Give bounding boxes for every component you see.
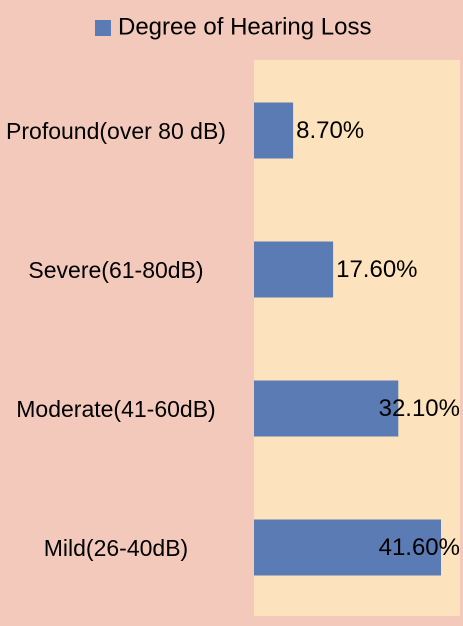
category-label: Severe(61-80dB) [28, 256, 204, 283]
value-label: 8.70% [296, 117, 364, 144]
category-label: Moderate(41-60dB) [16, 395, 216, 422]
legend-label: Degree of Hearing Loss [118, 13, 371, 40]
bar [254, 380, 399, 437]
value-label: 41.60% [379, 534, 460, 561]
category-label: Profound(over 80 dB) [6, 117, 226, 144]
legend-key [95, 20, 111, 36]
bar [254, 241, 334, 298]
bar [254, 519, 441, 576]
value-label: 17.60% [336, 256, 417, 283]
category-label: Mild(26-40dB) [43, 534, 189, 561]
bar [254, 102, 294, 159]
value-label: 32.10% [379, 395, 460, 422]
